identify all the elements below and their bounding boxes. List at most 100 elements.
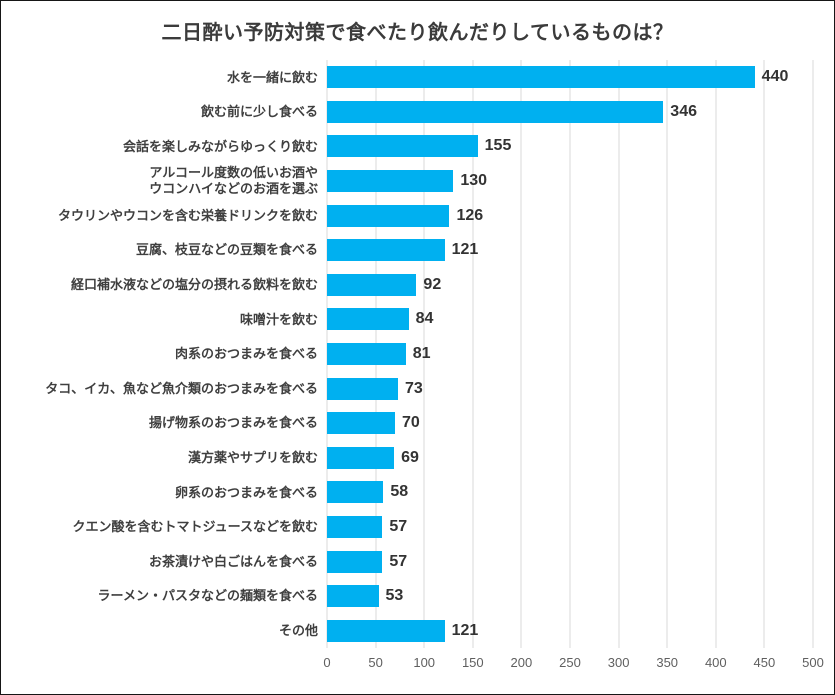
value-label: 57	[389, 518, 408, 536]
category-label: 会話を楽しみながらゆっくり飲む	[122, 138, 318, 154]
chart-row: 味噌汁を飲む 84	[1, 302, 834, 337]
category-label: 水を一緒に飲む	[226, 69, 318, 85]
bar-track: 53	[327, 579, 813, 614]
chart-row: 飲む前に少し食べる 346	[1, 95, 834, 130]
chart-row: その他 121	[1, 614, 834, 649]
gridline	[763, 60, 765, 649]
chart-area: 水を一緒に飲む 440 飲む前に少し食べる 346 会話を楽しみながらゆっくり飲む 155…	[1, 60, 834, 676]
bar	[327, 170, 454, 193]
bar-track: 81	[327, 337, 813, 372]
bar	[327, 377, 398, 400]
gridline	[423, 60, 425, 649]
x-tick-label: 250	[559, 655, 581, 671]
category-label: 味噌汁を飲む	[239, 311, 318, 327]
value-label: 69	[401, 448, 419, 466]
bar	[327, 239, 445, 262]
chart-row: 会話を楽しみながらゆっくり飲む 155	[1, 129, 834, 164]
chart-row: 肉系のおつまみを食べる 81	[1, 337, 834, 372]
gridline	[472, 60, 474, 649]
x-tick-label: 0	[323, 655, 331, 671]
chart-row: お茶漬けや白ごはんを食べる 57	[1, 544, 834, 579]
bar	[327, 135, 478, 158]
bar-track: 130	[327, 164, 813, 199]
value-label: 70	[402, 414, 420, 432]
category-label: クエン酸を含むトマトジュースなどを飲む	[72, 519, 318, 535]
category-label: 豆腐、枝豆などの豆類を食べる	[135, 242, 318, 258]
x-tick-label: 50	[368, 655, 383, 671]
bar	[327, 619, 445, 642]
bar-track: 92	[327, 268, 813, 303]
x-tick-label: 200	[510, 655, 533, 671]
value-label: 81	[412, 345, 431, 363]
bar	[327, 204, 450, 227]
gridline	[812, 60, 814, 649]
bar-track: 69	[327, 441, 813, 476]
bar	[327, 308, 409, 331]
bar-track: 84	[327, 302, 813, 337]
category-label: 経口補水液などの塩分の摂れる飲料を飲む	[70, 277, 318, 293]
bar	[327, 100, 664, 123]
category-label: ラーメン・パスタなどの麺類を食べる	[97, 588, 318, 604]
bar	[327, 516, 383, 539]
chart-row: 卵系のおつまみを食べる 58	[1, 475, 834, 510]
chart-row: アルコール度数の低いお酒や ウコンハイなどのお酒を選ぶ 130	[1, 164, 834, 199]
chart-row: 経口補水液などの塩分の摂れる飲料を飲む 92	[1, 268, 834, 303]
bar-track: 346	[327, 95, 813, 130]
x-tick-label: 300	[607, 655, 630, 671]
chart-row: クエン酸を含むトマトジュースなどを飲む 57	[1, 510, 834, 545]
category-label: タコ、イカ、魚など魚介類のおつまみを食べる	[45, 380, 318, 396]
value-label: 58	[390, 483, 409, 501]
category-label: タウリンやウコンを含む栄養ドリンクを飲む	[57, 207, 318, 223]
bar-track: 121	[327, 233, 813, 268]
value-label: 126	[456, 206, 484, 224]
bar-track: 57	[327, 510, 813, 545]
value-label: 346	[670, 102, 697, 120]
value-label: 53	[385, 587, 404, 605]
x-tick-label: 400	[704, 655, 727, 671]
gridline	[666, 60, 668, 649]
x-tick-label: 350	[656, 655, 679, 671]
bar-track: 57	[327, 544, 813, 579]
chart-row: タコ、イカ、魚など魚介類のおつまみを食べる 73	[1, 371, 834, 406]
value-label: 57	[389, 552, 408, 570]
bar	[327, 343, 406, 366]
value-label: 73	[404, 379, 423, 397]
chart-row: タウリンやウコンを含む栄養ドリンクを飲む 126	[1, 198, 834, 233]
bar-track: 155	[327, 129, 813, 164]
bar	[327, 446, 395, 469]
chart-row: ラーメン・パスタなどの麺類を食べる 53	[1, 579, 834, 614]
chart-title: 二日酔い予防対策で食べたり飲んだりしているものは？	[161, 22, 674, 44]
category-label: 卵系のおつまみを食べる	[174, 484, 318, 500]
gridline	[618, 60, 620, 649]
bar-track: 121	[327, 614, 813, 649]
value-label: 121	[451, 621, 479, 639]
category-label: 肉系のおつまみを食べる	[174, 346, 318, 362]
bar	[327, 273, 417, 296]
chart-row: 水を一緒に飲む 440	[1, 60, 834, 95]
value-label: 155	[484, 137, 512, 155]
value-label: 84	[415, 310, 434, 328]
bar	[327, 550, 383, 573]
bar	[327, 66, 755, 89]
x-tick-label: 450	[753, 655, 776, 671]
value-label: 130	[460, 172, 488, 190]
category-label: 漢方薬やサプリを飲む	[187, 450, 318, 466]
bar-track: 70	[327, 406, 813, 441]
gridline	[520, 60, 522, 649]
bar	[327, 585, 379, 608]
category-label: アルコール度数の低いお酒や ウコンハイなどのお酒を選ぶ	[149, 165, 318, 197]
category-label: お茶漬けや白ごはんを食べる	[148, 553, 318, 569]
bar	[327, 412, 396, 435]
chart-row: 豆腐、枝豆などの豆類を食べる 121	[1, 233, 834, 268]
x-tick-label: 150	[461, 655, 484, 671]
bar-rows: 水を一緒に飲む 440 飲む前に少し食べる 346 会話を楽しみながらゆっくり飲む 155…	[1, 60, 834, 648]
chart-row: 漢方薬やサプリを飲む 69	[1, 441, 834, 476]
value-label: 440	[761, 68, 789, 86]
bar-track: 58	[327, 475, 813, 510]
value-label: 92	[423, 275, 442, 293]
bar-track: 126	[327, 198, 813, 233]
gridline	[715, 60, 717, 649]
category-label: 揚げ物系のおつまみを食べる	[148, 415, 318, 431]
gridline	[569, 60, 571, 649]
